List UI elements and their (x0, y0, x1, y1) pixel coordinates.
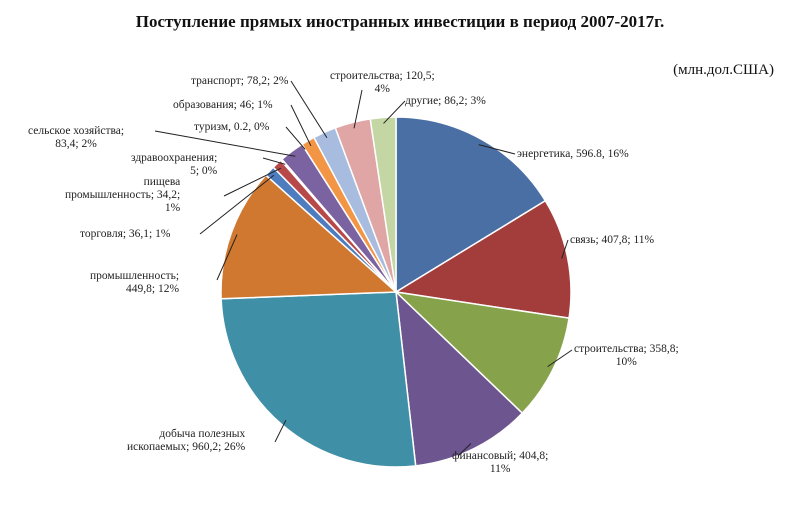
slice-label-line: 11% (489, 463, 511, 475)
slice-label-line: 10% (615, 356, 637, 368)
leader-line (547, 349, 573, 368)
pie-slice (393, 199, 572, 320)
slice-label-line: 1% (164, 202, 181, 214)
slice-label: торговля; 36,1; 1% (80, 228, 170, 241)
slice-label: строительства; 120,5; 4% (330, 70, 435, 96)
slice-label-line: 5; 0% (190, 165, 218, 177)
unit-label: (млн.дол.США) (673, 62, 774, 78)
leader-line (262, 157, 286, 165)
slice-label-line: финансовый; 404,8; (452, 450, 549, 462)
slice-label-line: торговля; 36,1; 1% (80, 228, 171, 240)
leader-line (383, 100, 406, 124)
slice-label: связь; 407,8; 11% (570, 234, 654, 247)
slice-label: промышленность; 449,8; 12% (90, 270, 179, 296)
slice-label: туризм, 0.2, 0% (194, 121, 269, 134)
leader-line (561, 239, 569, 259)
pie-slice (395, 116, 547, 294)
leader-line (290, 104, 312, 147)
leader-line (353, 89, 363, 129)
slice-label: другие; 86,2; 3% (405, 95, 486, 108)
leader-line (290, 80, 328, 139)
leader-line (223, 167, 282, 197)
slice-label-line: образования; 46; 1% (173, 99, 273, 111)
leader-line (285, 126, 306, 150)
slice-label: здравоохранения; 5; 0% (131, 152, 217, 178)
leader-line (154, 130, 296, 157)
slice-label-line: добыча полезных (159, 428, 246, 440)
slice-label: энергетика, 596.8, 16% (517, 148, 629, 161)
slice-label: сельское хозяйства; 83,4; 2% (28, 125, 124, 151)
leader-line (216, 234, 238, 281)
pie-slice (369, 116, 397, 293)
pie-slice (220, 174, 398, 300)
slice-label-line: промышленность; 34,2; (65, 189, 181, 201)
slice-label-line: транспорт; 78,2; 2% (191, 75, 289, 87)
slice-label-line: сельское хозяйства; (28, 125, 125, 137)
pie-slice (393, 290, 570, 415)
slice-label: образования; 46; 1% (173, 99, 273, 112)
slice-label-line: 449,8; 12% (126, 283, 180, 295)
slice-label: финансовый; 404,8; 11% (452, 450, 548, 476)
slice-label-line: 4% (374, 83, 391, 95)
pie-slice (220, 291, 417, 468)
slice-label-line: строительства; 358,8; (574, 343, 679, 355)
slice-label-line: здравоохранения; (131, 152, 218, 164)
slice-label-line: промышленность; (90, 270, 180, 282)
slice-label-line: туризм, 0.2, 0% (194, 121, 270, 133)
chart-title: Поступление прямых иностранных инвестици… (135, 12, 665, 31)
slice-label-line: энергетика, 596.8, 16% (517, 148, 629, 160)
slice-label-line: пищева (143, 176, 181, 188)
slice-label: транспорт; 78,2; 2% (191, 75, 288, 88)
leader-line (478, 144, 516, 155)
slice-label-line: связь; 407,8; 11% (570, 234, 655, 246)
slice-label: пищева промышленность; 34,2; 1% (65, 176, 180, 215)
slice-label: добыча полезных ископаемых; 960,2; 26% (127, 428, 245, 454)
leader-line (274, 419, 287, 443)
leader-line (457, 443, 472, 457)
slice-label-line: 83,4; 2% (55, 138, 97, 150)
pie-slice (395, 290, 524, 467)
slice-label-line: другие; 86,2; 3% (405, 95, 486, 107)
slice-label-line: ископаемых; 960,2; 26% (127, 441, 246, 453)
leader-line (199, 174, 275, 235)
slice-label: строительства; 358,8; 10% (574, 343, 679, 369)
slice-label-line: строительства; 120,5; (330, 70, 435, 82)
